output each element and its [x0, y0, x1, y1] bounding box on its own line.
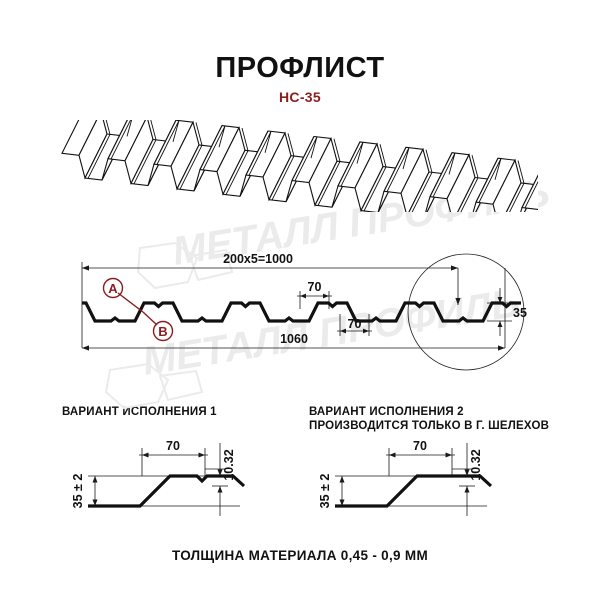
iso-edge-line: [110, 120, 133, 160]
iso-facet: [492, 158, 522, 212]
iso-edge-line: [156, 120, 180, 165]
v2-dim-width-label: 70: [413, 439, 427, 453]
variant-1-caption-line1: ВАРИАНТ ИСПОЛНЕНИЯ 1: [62, 406, 217, 418]
marker-b: B: [142, 311, 174, 342]
iso-edge-line: [509, 160, 525, 212]
v2-dim-width: 70: [386, 439, 455, 458]
iso-edge-line: [524, 180, 538, 209]
iso-edge-line: [386, 147, 410, 192]
dim-valley-width: 70: [297, 280, 332, 309]
marker-a: A: [102, 277, 144, 313]
v1-dim-height: 35 ± 2: [71, 474, 98, 509]
iso-facet: [521, 174, 538, 211]
dim-overall-width-label: 1060: [280, 332, 308, 346]
v2-dim-flange-label: 10.32: [469, 449, 483, 480]
iso-facet: [446, 153, 476, 212]
cross-section-view: 200x5=1000 1060 70: [81, 252, 527, 371]
variant-1-caption: ВАРИАНТ ИСПОЛНЕНИЯ 1: [62, 405, 217, 419]
variant-2-caption: ВАРИАНТ ИСПОЛНЕНИЯ 2 ПРОИЗВОДИТСЯ ТОЛЬКО…: [309, 405, 549, 433]
watermark-logo-shape-1: [136, 241, 199, 290]
material-thickness-note: ТОЛЩИНА МАТЕРИАЛА 0,45 - 0,9 ММ: [171, 548, 428, 563]
v1-dim-flange: 10.32: [217, 443, 236, 516]
iso-edge-line: [202, 125, 226, 171]
variant-2-caption-line2: ПРОИЗВОДИТСЯ ТОЛЬКО В Г. ШЕЛЕХОВ: [309, 420, 550, 432]
variant-2-caption-line1: ВАРИАНТ ИСПОЛНЕНИЯ 2: [309, 406, 464, 418]
iso-edge-line: [271, 133, 295, 201]
v1-dim-width: 70: [139, 439, 208, 458]
iso-edge-line: [225, 127, 249, 195]
iso-facet: [400, 147, 430, 212]
v2-dim-height-label: 35 ± 2: [318, 474, 332, 509]
iso-edge-line: [294, 136, 318, 182]
dim-overall-width: 1060: [82, 332, 505, 351]
watermark-logo-shape-3: [104, 362, 170, 410]
watermark-logo-shape-4: [158, 369, 204, 402]
page-title: ПРОФЛИСТ: [215, 52, 385, 84]
marker-a-label: A: [108, 281, 118, 296]
iso-edge-line: [478, 158, 502, 203]
iso-edge-line: [411, 149, 433, 212]
iso-edge-line: [179, 122, 203, 190]
marker-b-label: B: [158, 324, 167, 339]
iso-edge-line: [432, 152, 456, 198]
variant-2-drawing: 70 10.32 35 ± 2: [318, 439, 493, 516]
v2-dim-height: 35 ± 2: [318, 474, 345, 509]
iso-facet: [562, 169, 590, 234]
iso-edge-line: [133, 120, 157, 185]
iso-edge-line: [340, 141, 364, 187]
iso-edge-line: [87, 120, 111, 179]
section-profile-line: [82, 301, 521, 323]
iso-edge-line: [548, 166, 570, 233]
detail-circle: [407, 253, 525, 371]
isometric-sheet-view: [61, 120, 593, 234]
iso-edge-line: [571, 169, 593, 213]
iso-edge-line: [363, 144, 387, 212]
variant-2-profile-line: [335, 474, 493, 508]
v1-dim-height-label: 35 ± 2: [71, 474, 85, 509]
iso-edge-line: [460, 154, 479, 212]
dim-valley-width-label: 70: [308, 280, 322, 294]
v1-dim-width-label: 70: [166, 439, 180, 453]
iso-edge-line: [317, 138, 341, 206]
page-subtitle: НС-35: [279, 89, 321, 105]
v2-dim-flange: 10.32: [464, 443, 483, 516]
variant-1-drawing: 70 10.32 35 ± 2: [71, 439, 246, 516]
dim-profile-height-label: 35: [513, 306, 527, 320]
dim-pitch-total: 200x5=1000: [82, 252, 461, 305]
v1-dim-flange-label: 10.32: [222, 449, 236, 480]
watermark-logo-shape-2: [188, 248, 234, 282]
dim-pitch-total-label: 200x5=1000: [223, 252, 293, 266]
dim-crest-width: 70: [337, 314, 372, 336]
iso-edge-line: [248, 131, 272, 176]
variant-1-profile-line: [88, 474, 246, 508]
